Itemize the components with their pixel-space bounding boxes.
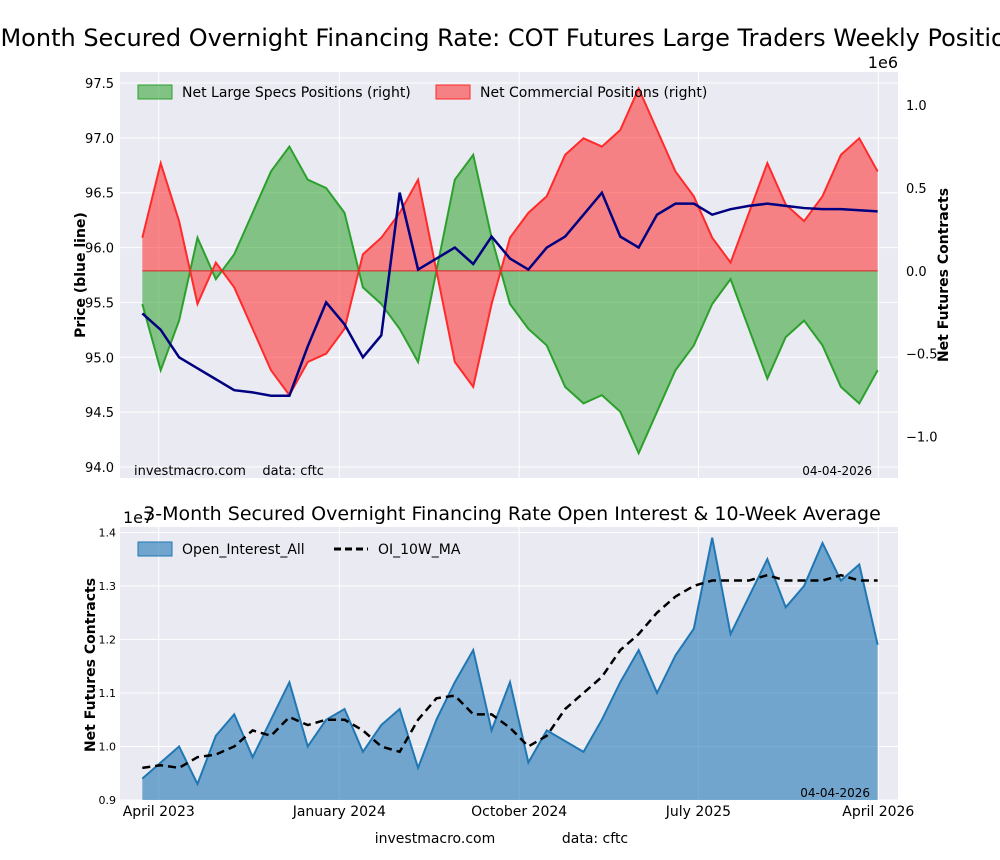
bottom-ylabel: Net Futures Contracts <box>83 578 99 752</box>
legend-label-ma: OI_10W_MA <box>378 542 461 558</box>
top-ytick-label: 95.0 <box>85 351 114 366</box>
legend-label-specs: Net Large Specs Positions (right) <box>182 85 411 101</box>
specs-line <box>141 144 879 456</box>
top-note-right: 04-04-2026 <box>802 464 872 478</box>
bottom-ytick-label: 1.2 <box>99 633 117 646</box>
top-right-axis: −1.0 −0.5 0.0 0.5 1.0 <box>906 99 938 445</box>
top-y2tick-label: 0.5 <box>906 182 927 197</box>
bottom-legend: Open_Interest_All OI_10W_MA <box>137 541 461 558</box>
main-title: 3-Month Secured Overnight Financing Rate… <box>0 24 1000 52</box>
top-ytick-label: 97.0 <box>85 132 114 147</box>
top-ytick-label: 94.0 <box>85 461 114 476</box>
top-ytick-label: 94.5 <box>85 406 114 421</box>
bottom-ytick-label: 1.4 <box>99 526 117 539</box>
commercials-line <box>141 86 879 397</box>
commercials-area <box>142 88 878 396</box>
top-price-line-group <box>141 190 878 397</box>
top-ytick-label: 96.5 <box>85 187 114 202</box>
footer-right: data: cftc <box>562 831 628 847</box>
top-ytick-label: 96.0 <box>85 242 114 257</box>
bottom-note-right: 04-04-2026 <box>800 786 870 800</box>
bottom-ytick-label: 1.1 <box>99 687 117 700</box>
legend-swatch-oi <box>137 541 173 557</box>
legend-swatch-commercials <box>435 84 471 100</box>
specs-area <box>142 146 878 454</box>
bottom-area-series <box>141 537 879 800</box>
bottom-xtick-label: January 2024 <box>292 804 386 820</box>
bottom-line-series <box>142 573 878 770</box>
bottom-xtick-label: October 2024 <box>471 804 567 820</box>
bottom-ytick-label: 1.3 <box>99 580 117 593</box>
bottom-title: 3-Month Secured Overnight Financing Rate… <box>143 503 881 525</box>
top-ytick-label: 95.5 <box>85 296 114 311</box>
top-area-series <box>141 86 879 456</box>
top-y2tick-label: −1.0 <box>906 431 938 446</box>
bottom-ytick-label: 0.9 <box>99 794 117 807</box>
top-ylabel: Price (blue line) <box>73 212 89 338</box>
bottom-y-scale-label: 1e7 <box>123 508 153 527</box>
top-y2tick-label: −0.5 <box>906 348 938 363</box>
top-legend: Net Large Specs Positions (right) Net Co… <box>137 84 707 101</box>
top-ytick-label: 97.5 <box>85 77 114 92</box>
top-left-axis: 94.0 94.5 95.0 95.5 96.0 96.5 97.0 97.5 <box>85 77 114 476</box>
legend-label-oi: Open_Interest_All <box>182 542 305 558</box>
bottom-left-axis: 0.9 1.0 1.1 1.2 1.3 1.4 <box>99 526 117 807</box>
price-line <box>141 190 878 397</box>
bottom-x-axis: April 2023 January 2024 October 2024 July 2… <box>123 804 915 820</box>
bottom-xtick-label: July 2025 <box>665 804 731 820</box>
top-y2tick-label: 0.0 <box>906 265 927 280</box>
oi-area <box>142 537 878 800</box>
footer-left: investmacro.com <box>375 831 495 847</box>
top-y2label: Net Futures Contracts <box>936 188 952 362</box>
top-y2-scale-label: 1e6 <box>868 53 898 72</box>
bottom-ytick-label: 1.0 <box>99 740 117 753</box>
top-note-left: investmacro.com data: cftc <box>134 464 324 479</box>
top-chart: 94.0 94.5 95.0 95.5 96.0 96.5 97.0 97.5 −1.0 −0.… <box>73 53 952 479</box>
legend-label-commercials: Net Commercial Positions (right) <box>480 85 707 101</box>
bottom-xtick-label: April 2026 <box>842 804 914 820</box>
oi-line <box>141 537 879 787</box>
ma-line <box>142 573 878 770</box>
bottom-xtick-label: April 2023 <box>123 804 195 820</box>
top-y2tick-label: 1.0 <box>906 99 927 114</box>
legend-swatch-specs <box>137 84 173 100</box>
bottom-chart: 0.9 1.0 1.1 1.2 1.3 1.4 April 2023 January 202… <box>83 503 914 820</box>
